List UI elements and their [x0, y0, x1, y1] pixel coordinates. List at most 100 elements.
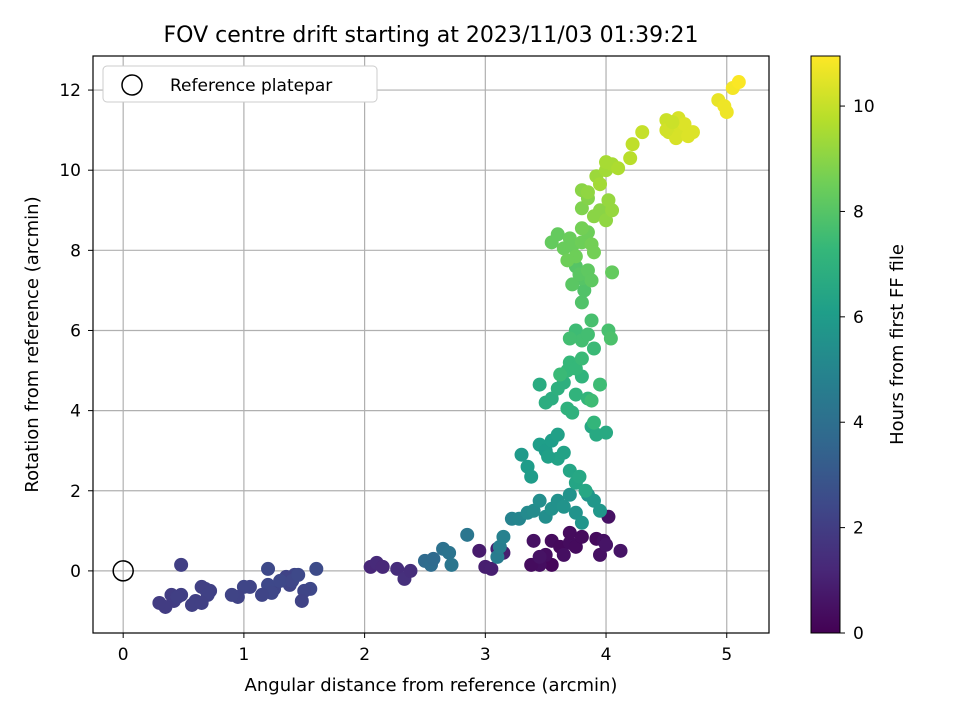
- data-point: [174, 557, 189, 572]
- colorbar-tick-label: 4: [853, 413, 864, 433]
- data-point: [584, 313, 599, 328]
- data-point: [532, 493, 547, 508]
- data-point: [194, 595, 209, 610]
- colorbar-tick-label: 6: [853, 308, 864, 328]
- reference-platepar-marker: [112, 560, 134, 582]
- data-point: [593, 177, 607, 192]
- colorbar-tick-label: 0: [853, 624, 864, 644]
- legend: Reference platepar: [102, 65, 378, 103]
- data-point: [599, 155, 614, 170]
- x-tick-label: 2: [359, 645, 370, 665]
- x-tick-label: 0: [118, 645, 129, 665]
- x-axis-label: Angular distance from reference (arcmin): [245, 675, 618, 696]
- data-point: [603, 331, 618, 346]
- data-point: [553, 367, 568, 382]
- data-point: [574, 221, 589, 236]
- data-point: [562, 487, 577, 502]
- data-point: [599, 425, 614, 440]
- colorbar-tick-label: 10: [853, 97, 875, 117]
- data-point: [496, 529, 511, 544]
- data-point: [605, 265, 620, 280]
- data-point: [565, 277, 580, 292]
- y-tick-label: 8: [70, 241, 81, 261]
- data-point: [586, 415, 601, 430]
- legend-marker-icon: [121, 74, 143, 96]
- colorbar: 0 2 4 6 8 10 Hours from first FF file: [810, 55, 908, 644]
- data-point: [403, 563, 418, 578]
- y-tick-label: 2: [70, 482, 81, 502]
- colorbar-gradient: [810, 55, 841, 634]
- x-axis-ticks: 0 1 2 3 4 5: [118, 633, 732, 665]
- data-point: [390, 561, 405, 576]
- data-point: [562, 331, 577, 346]
- y-tick-label: 0: [70, 562, 81, 582]
- data-points: [152, 75, 746, 614]
- legend-box: [102, 65, 378, 103]
- colorbar-tick-label: 8: [853, 202, 864, 222]
- x-tick-label: 4: [601, 645, 612, 665]
- data-point: [170, 589, 185, 604]
- y-tick-label: 10: [59, 161, 81, 181]
- data-point: [577, 283, 592, 298]
- data-point: [578, 483, 593, 498]
- data-point: [574, 529, 589, 544]
- data-point: [599, 537, 614, 552]
- y-tick-label: 12: [59, 81, 81, 101]
- data-point: [574, 515, 589, 530]
- data-point: [593, 503, 607, 518]
- x-tick-label: 5: [721, 645, 732, 665]
- data-point: [625, 137, 640, 152]
- data-point: [484, 561, 499, 576]
- data-point: [294, 593, 309, 608]
- colorbar-ticks: 0 2 4 6 8 10: [840, 97, 875, 644]
- data-point: [593, 377, 607, 392]
- data-point: [532, 377, 547, 392]
- data-point: [623, 151, 638, 166]
- data-point: [665, 115, 680, 130]
- data-point: [444, 557, 459, 572]
- data-point: [586, 245, 601, 260]
- chart-title: FOV centre drift starting at 2023/11/03 …: [164, 23, 699, 48]
- y-axis-label: Rotation from reference (arcmin): [22, 196, 43, 492]
- data-point: [635, 125, 650, 140]
- data-point: [532, 549, 547, 564]
- data-point: [224, 587, 239, 602]
- data-point: [426, 551, 441, 566]
- y-tick-label: 6: [70, 321, 81, 341]
- y-axis-ticks: 0 2 4 6 8 10 12: [59, 81, 93, 582]
- data-point: [613, 543, 628, 558]
- data-point: [562, 525, 577, 540]
- data-point: [514, 447, 529, 462]
- x-tick-label: 3: [480, 645, 491, 665]
- data-point: [309, 561, 324, 576]
- data-point: [584, 393, 599, 408]
- data-point: [550, 427, 565, 442]
- colorbar-label: Hours from first FF file: [887, 244, 908, 445]
- data-point: [584, 273, 599, 288]
- data-point: [580, 327, 595, 342]
- data-point: [255, 587, 269, 602]
- data-point: [526, 533, 541, 548]
- data-point: [685, 125, 700, 140]
- data-point: [556, 547, 571, 562]
- data-point: [580, 185, 595, 200]
- data-point: [152, 595, 167, 610]
- data-point: [550, 227, 565, 242]
- data-point: [273, 573, 288, 588]
- data-point: [460, 527, 475, 542]
- data-point: [611, 161, 626, 176]
- data-point: [574, 351, 589, 366]
- data-point: [560, 253, 575, 268]
- legend-entry-reference-platepar: Reference platepar: [170, 76, 332, 96]
- data-point: [442, 545, 457, 560]
- grid-lines: [93, 56, 769, 633]
- y-tick-label: 4: [70, 402, 81, 422]
- data-point: [574, 295, 589, 310]
- data-point: [541, 449, 556, 464]
- data-point: [556, 445, 571, 460]
- x-tick-label: 1: [238, 645, 249, 665]
- plot-frame: [92, 55, 770, 634]
- data-point: [605, 203, 620, 218]
- data-point: [556, 499, 571, 514]
